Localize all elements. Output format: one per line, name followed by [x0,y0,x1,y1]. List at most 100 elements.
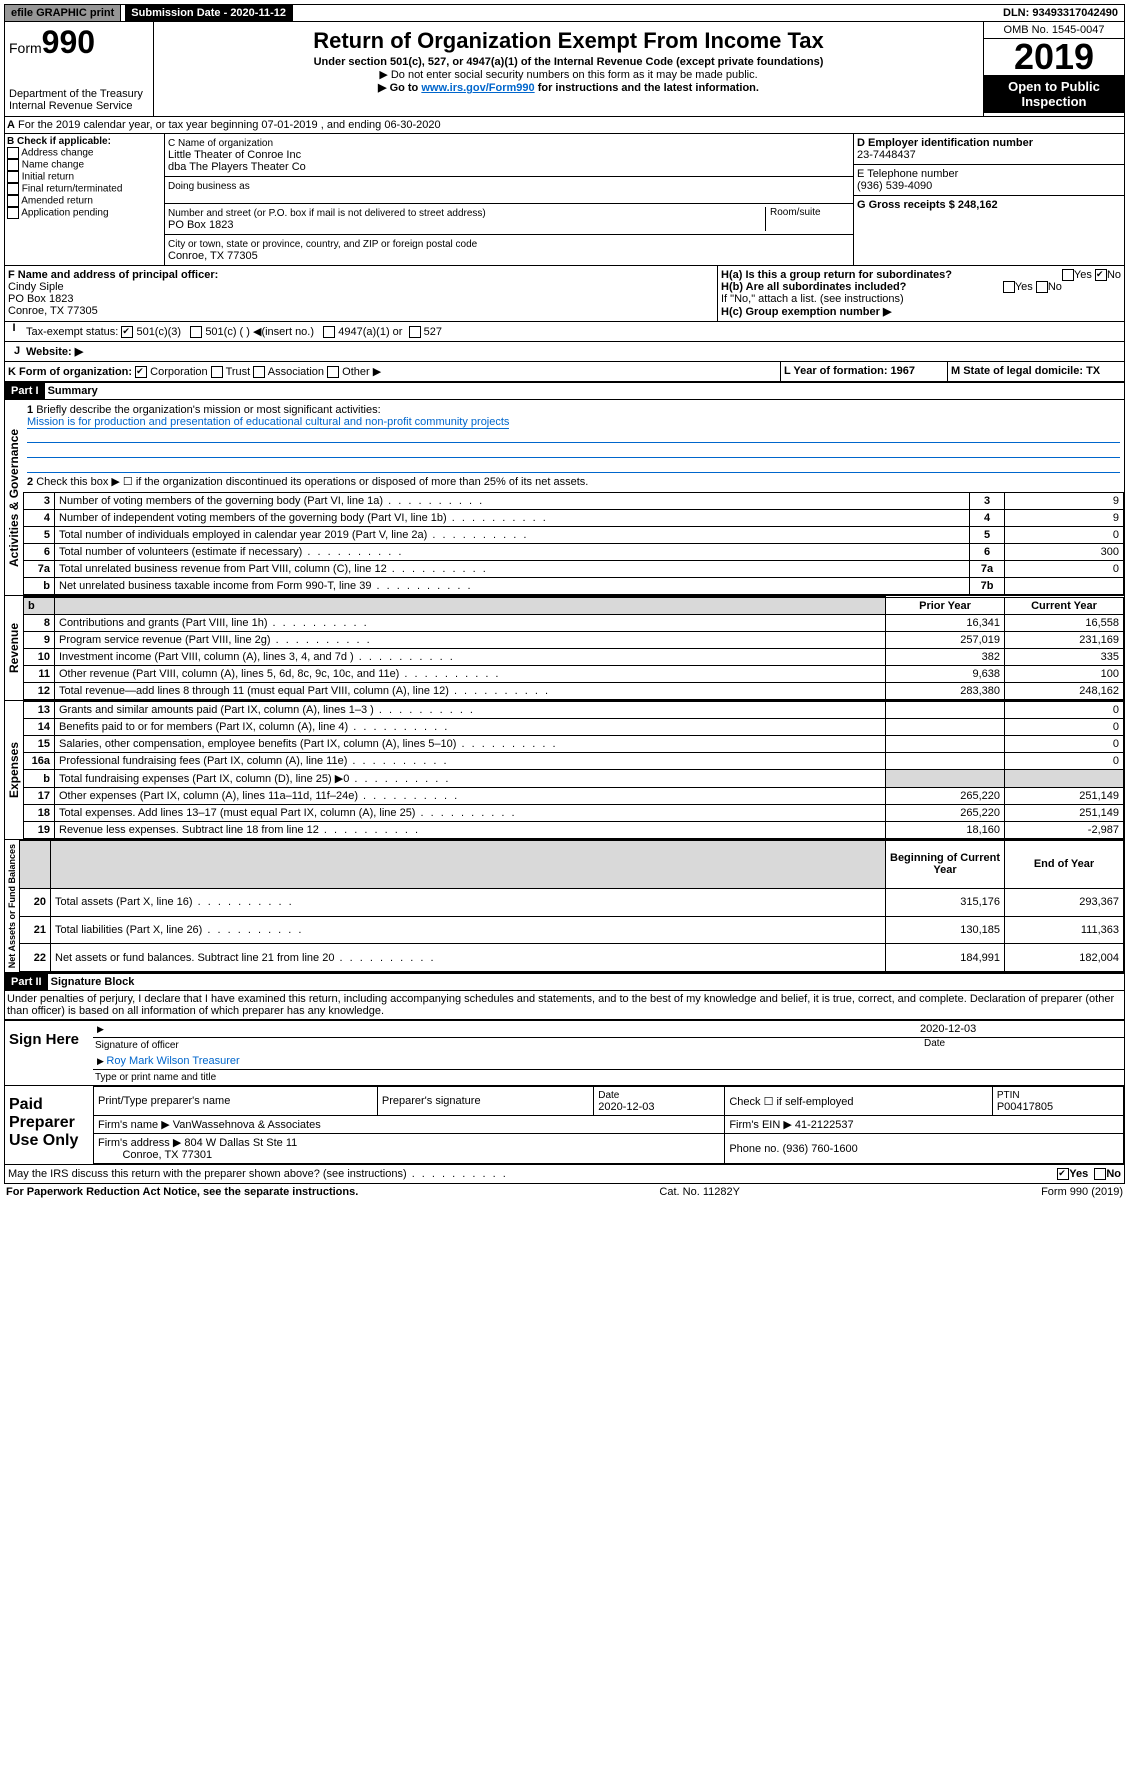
c-label: C Name of organization [168,138,273,149]
firm-addr2: Conroe, TX 77301 [122,1149,212,1161]
fh-block: F Name and address of principal officer:… [4,266,1125,322]
pdate: 2020-12-03 [598,1101,654,1113]
type-label: Type or print name and title [93,1070,1124,1085]
sigoff-label: Signature of officer [93,1038,924,1053]
revenue-row: 11Other revenue (Part VIII, column (A), … [24,666,1124,683]
i-row: I Tax-exempt status: 501(c)(3) 501(c) ( … [4,322,1125,342]
expense-row: 15Salaries, other compensation, employee… [24,736,1124,753]
form-title: Return of Organization Exempt From Incom… [158,28,979,54]
activities-section: Activities & Governance 1 Briefly descri… [4,400,1125,596]
period: For the 2019 calendar year, or tax year … [18,119,441,131]
b-item[interactable]: Final return/terminated [7,183,162,195]
revenue-row: 10Investment income (Part VIII, column (… [24,649,1124,666]
f-label: F Name and address of principal officer: [8,269,218,281]
open-public: Open to Public Inspection [984,75,1124,113]
form-word: Form [9,40,42,56]
i-527[interactable] [409,326,421,338]
k-label: K Form of organization: [8,366,132,378]
k-corp[interactable] [135,366,147,378]
ftr-r: Form 990 (2019) [1041,1186,1123,1198]
r1: Briefly describe the organization's miss… [36,404,380,416]
d-label: D Employer identification number [857,137,1033,149]
expense-row: 16aProfessional fundraising fees (Part I… [24,753,1124,770]
part1-hdr: Part I Summary [4,382,1125,400]
city: Conroe, TX 77305 [168,250,258,262]
part2-title: Signature Block [51,976,135,988]
part2-bar: Part II [5,974,48,990]
part1-bar: Part I [5,383,45,399]
e-label: E Telephone number [857,168,958,180]
i-501c[interactable] [190,326,202,338]
sub1: Under section 501(c), 527, or 4947(a)(1)… [158,56,979,68]
netasset-row: 20Total assets (Part X, line 16)315,1762… [20,888,1124,916]
officer-sig-name: Roy Mark Wilson Treasurer [106,1055,239,1067]
ein: 23-7448437 [857,149,916,161]
sign-label: Sign Here [5,1021,93,1085]
discuss-no[interactable] [1094,1168,1106,1180]
section-a: A For the 2019 calendar year, or tax yea… [4,117,1125,134]
sign-here: Sign Here 2020-12-03 Signature of office… [4,1020,1125,1086]
ftr-c: Cat. No. 11282Y [659,1186,740,1198]
form-header: Form990 Department of the Treasury Inter… [4,22,1125,117]
city-label: City or town, state or province, country… [168,239,477,250]
dba-label: Doing business as [168,181,250,192]
b-item[interactable]: Initial return [7,171,162,183]
b-item[interactable]: Name change [7,159,162,171]
efile-btn[interactable]: efile GRAPHIC print [5,5,121,21]
info-block: B Check if applicable: Address change Na… [4,134,1125,266]
form-num: 990 [42,24,95,60]
i-label: Tax-exempt status: [26,326,118,338]
vlabel-expenses: Expenses [5,701,23,839]
ha-no[interactable] [1095,269,1107,281]
discuss-yes[interactable] [1057,1168,1069,1180]
expense-row: 19Revenue less expenses. Subtract line 1… [24,822,1124,839]
officer-street: PO Box 1823 [8,293,73,305]
expenses-section: Expenses 13Grants and similar amounts pa… [4,701,1125,840]
topbar: efile GRAPHIC print Submission Date - 20… [4,4,1125,22]
ha-yes[interactable] [1062,269,1074,281]
officer-city: Conroe, TX 77305 [8,305,98,317]
i-501c3[interactable] [121,326,133,338]
sign-date: 2020-12-03 [920,1023,976,1035]
hb-no[interactable] [1036,281,1048,293]
l-label: L Year of formation: 1967 [784,365,915,377]
klm-row: K Form of organization: Corporation Trus… [4,362,1125,382]
ph5: PTIN [997,1090,1020,1101]
b-item[interactable]: Address change [7,147,162,159]
firm-addr: Firm's address ▶ 804 W Dallas St Ste 11 [98,1137,297,1149]
ftr-l: For Paperwork Reduction Act Notice, see … [6,1186,358,1198]
ph1: Print/Type preparer's name [94,1087,378,1116]
expense-row: bTotal fundraising expenses (Part IX, co… [24,770,1124,788]
hb: H(b) Are all subordinates included? [721,281,906,293]
subdate: Submission Date - 2020-11-12 [125,5,293,21]
b-item[interactable]: Application pending [7,207,162,219]
tax-year: 2019 [984,39,1124,75]
firm-ein: Firm's EIN ▶ 41-2122537 [725,1116,1124,1134]
irs-link[interactable]: www.irs.gov/Form990 [421,82,534,94]
sub3pre: ▶ Go to [378,82,421,94]
b-item[interactable]: Amended return [7,195,162,207]
paid-preparer: Paid Preparer Use Only Print/Type prepar… [4,1086,1125,1165]
org-name: Little Theater of Conroe Inc dba The Pla… [168,149,306,173]
summary-row: 6Total number of volunteers (estimate if… [24,544,1124,561]
summary-row: 4Number of independent voting members of… [24,510,1124,527]
summary-row: bNet unrelated business taxable income f… [24,578,1124,595]
summary-row: 7aTotal unrelated business revenue from … [24,561,1124,578]
k-other[interactable] [327,366,339,378]
paid-label: Paid Preparer Use Only [5,1086,93,1164]
hb-yes[interactable] [1003,281,1015,293]
firm-phone: Phone no. (936) 760-1600 [725,1134,1124,1164]
b-title: B Check if applicable: [7,136,111,147]
ph2: Preparer's signature [377,1087,593,1116]
k-trust[interactable] [211,366,223,378]
street: PO Box 1823 [168,219,233,231]
expense-row: 18Total expenses. Add lines 13–17 (must … [24,805,1124,822]
revenue-row: 9Program service revenue (Part VIII, lin… [24,632,1124,649]
k-assoc[interactable] [253,366,265,378]
footer: For Paperwork Reduction Act Notice, see … [4,1184,1125,1200]
i-4947[interactable] [323,326,335,338]
ph4: Check ☐ if self-employed [725,1087,993,1116]
j-label: Website: ▶ [26,345,83,358]
mission: Mission is for production and presentati… [27,416,509,429]
firm: Firm's name ▶ VanWassehnova & Associates [94,1116,725,1134]
